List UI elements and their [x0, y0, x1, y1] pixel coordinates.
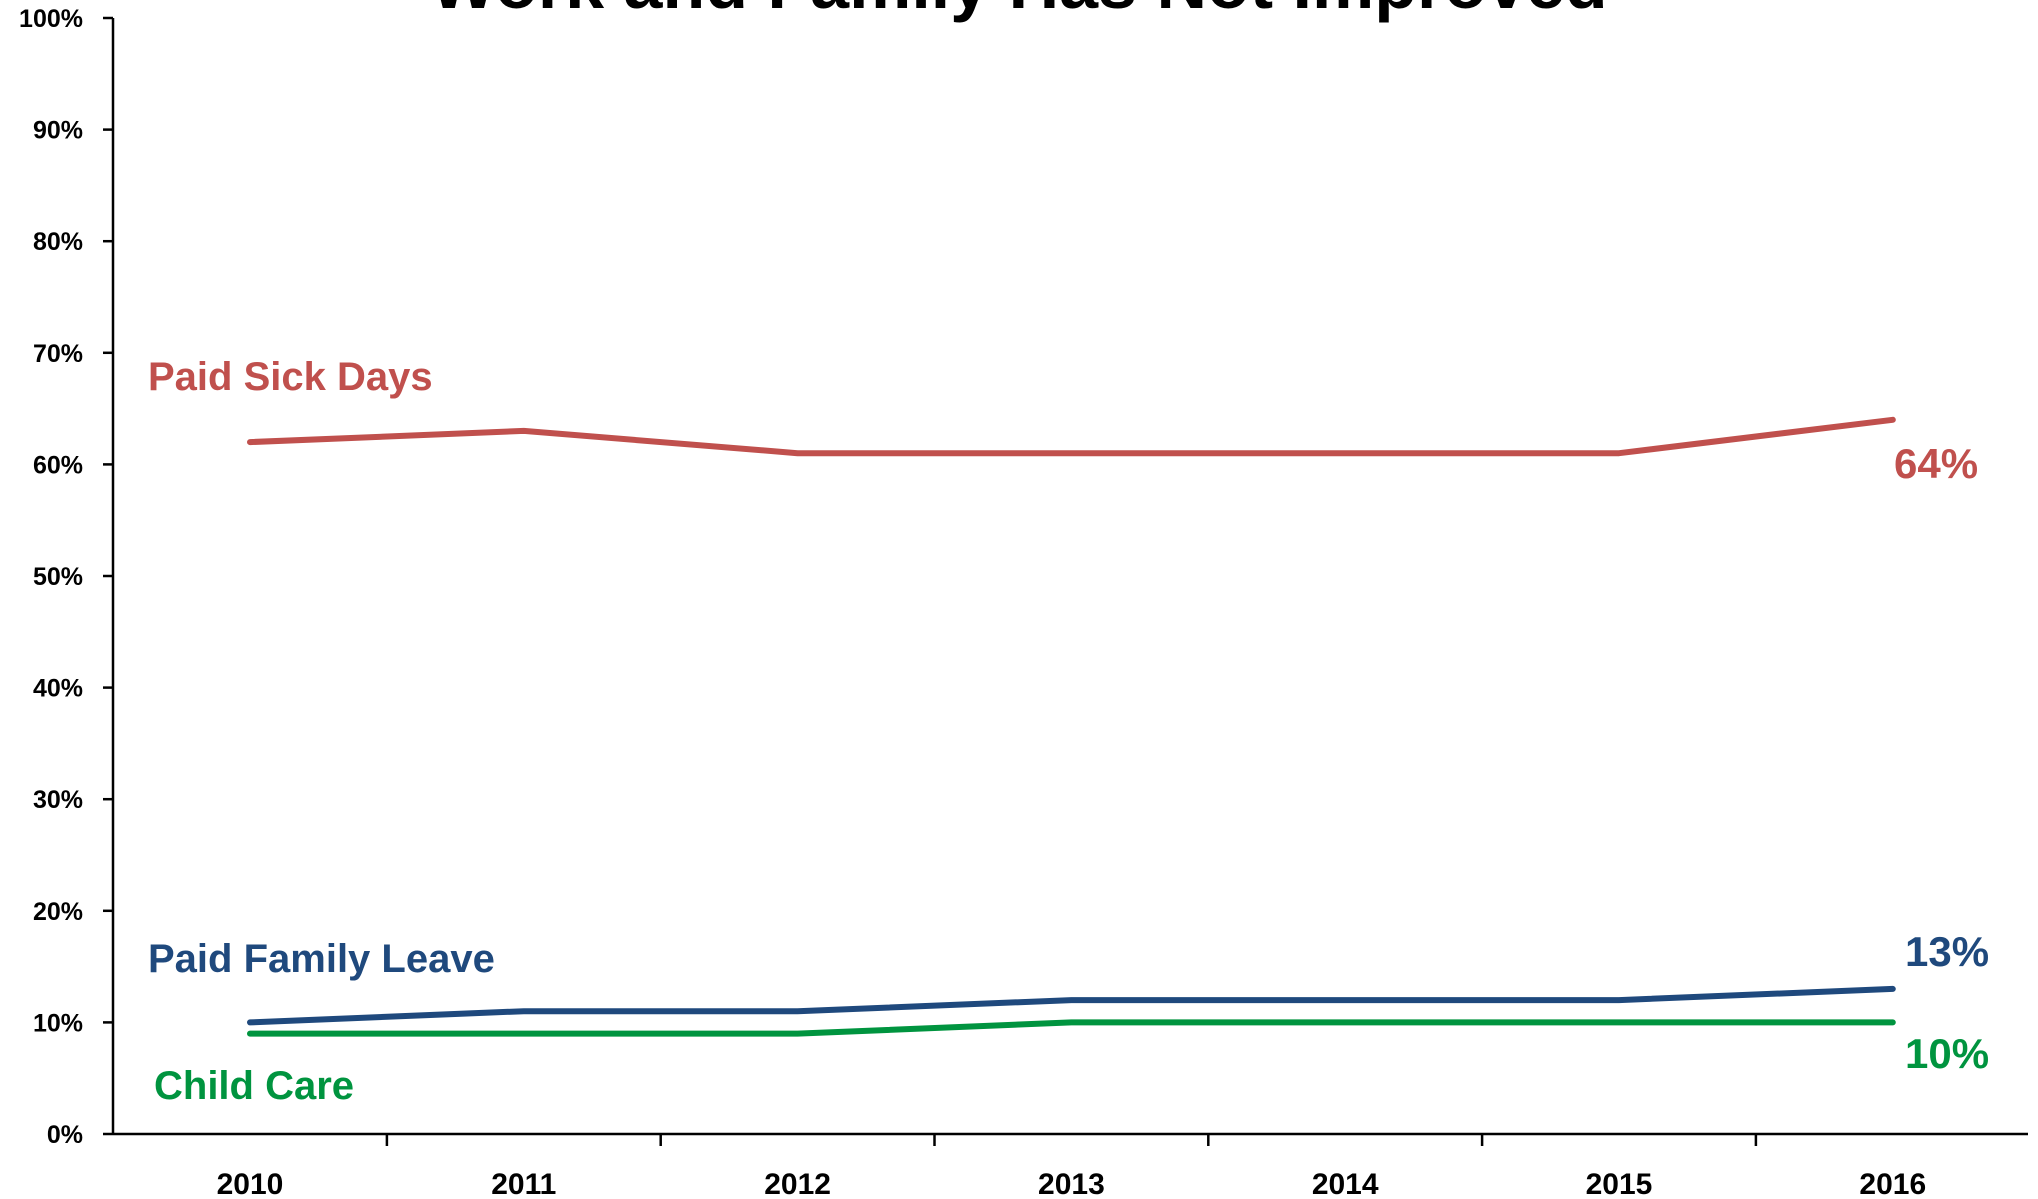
x-tick-label: 2013 — [1038, 1168, 1105, 1199]
x-tick-label: 2014 — [1312, 1168, 1379, 1199]
x-tick-label: 2016 — [1859, 1168, 1926, 1199]
x-tick-label: 2010 — [217, 1168, 284, 1199]
y-tick-label: 30% — [33, 786, 83, 814]
chart-title: Work and Family Has Not Improved — [430, 0, 1607, 23]
y-tick-label: 40% — [33, 675, 83, 703]
series-name-label: Child Care — [154, 1064, 354, 1108]
x-tick-label: 2015 — [1586, 1168, 1653, 1199]
series-line-2 — [247, 1019, 1896, 1037]
y-tick-label: 0% — [47, 1121, 83, 1149]
y-tick-label: 20% — [33, 898, 83, 926]
x-tick-label: 2012 — [764, 1168, 831, 1199]
series-labels: Paid Sick Days 64% Paid Family Leave 13% Chi… — [148, 355, 1989, 1108]
y-tick-label: 50% — [33, 563, 83, 591]
series-end-value-label: 13% — [1905, 928, 1989, 975]
axes: 0% 10% 20% 30% 40% 50% 60% 70% 80% 90% 100% 2010 201… — [19, 5, 2028, 1199]
series-lines — [247, 416, 1896, 1037]
series-end-value-label: 10% — [1905, 1030, 1989, 1077]
y-tick-label: 80% — [33, 228, 83, 256]
x-tick-label: 2011 — [491, 1168, 556, 1199]
y-tick-label: 60% — [33, 451, 83, 479]
y-tick-label: 10% — [33, 1009, 83, 1037]
series-name-label: Paid Sick Days — [148, 355, 433, 399]
series-name-label: Paid Family Leave — [148, 937, 495, 981]
y-tick-label: 100% — [19, 5, 83, 33]
y-tick-label: 70% — [33, 340, 83, 368]
series-end-value-label: 64% — [1894, 440, 1978, 487]
y-tick-label: 90% — [33, 117, 83, 145]
series-line-0 — [247, 416, 1896, 457]
series-line-1 — [247, 985, 1896, 1026]
